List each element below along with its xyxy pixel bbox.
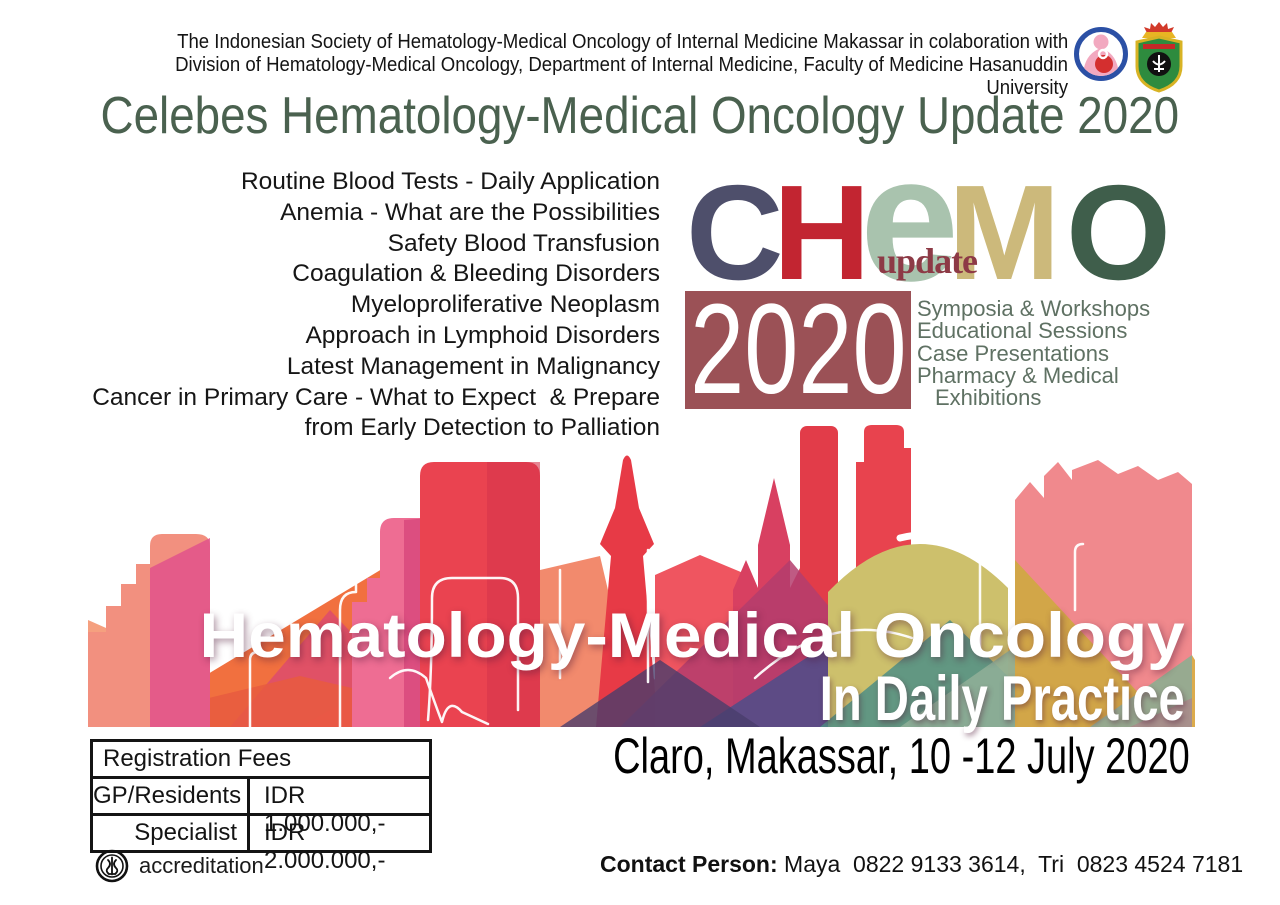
contact-value: Maya 0822 9133 3614, Tri 0823 4524 7181 [784, 851, 1244, 877]
feature-line: Exhibitions [935, 385, 1042, 411]
feature-line: Case Presentations [917, 340, 1109, 366]
banner-title: Hematology-Medical Oncology In Daily Pra… [199, 601, 1185, 734]
accreditation: accreditation [95, 849, 264, 883]
topic-line: Safety Blood Transfusion [387, 229, 660, 257]
topic-line: Latest Management in Malignancy [286, 352, 660, 380]
chemo-letter-e: e [860, 119, 959, 318]
accreditation-label: accreditation [139, 853, 264, 878]
hasanuddin-university-logo [1132, 21, 1186, 98]
year-badge: 2020 [685, 278, 911, 421]
fee-amount: IDR 1.000.000,- [250, 779, 429, 837]
internal-medicine-society-logo [1074, 27, 1128, 86]
topic-line: from Early Detection to Palliation [304, 414, 660, 442]
features-list: Symposia & Workshops Educational Session… [917, 296, 1151, 411]
chemo-letter-h: H [773, 157, 871, 308]
topic-line: Cancer in Primary Care - What to Expect … [92, 383, 660, 411]
skyline-graphic [88, 425, 1216, 728]
contact-label: Contact Person: [600, 851, 778, 877]
chemo-letter-m: M [948, 157, 1061, 308]
registration-fees-table: Registration Fees GP/Residents IDR 1.000… [90, 739, 432, 874]
banner-title-line-2: In Daily Practice [819, 664, 1185, 734]
topic-line: Approach in Lymphoid Disorders [305, 321, 660, 349]
affiliation-line-2: Division of Hematology-Medical Oncology,… [175, 54, 1069, 99]
affiliation-header: The Indonesian Society of Hematology-Med… [68, 31, 1068, 100]
topics-list: Routine Blood Tests - Daily Application … [0, 167, 660, 444]
fee-amount: IDR 2.000.000,- [264, 819, 386, 874]
event-title: Celebes Hematology-Medical Oncology Upda… [100, 87, 1180, 145]
fee-category: Specialist [93, 816, 250, 850]
topic-line: Routine Blood Tests - Daily Application [240, 168, 660, 195]
affiliation-line-1: The Indonesian Society of Hematology-Med… [176, 31, 1068, 53]
idi-logo [95, 849, 129, 883]
chemo-letter-c: C [686, 157, 784, 308]
feature-line: Educational Sessions [917, 318, 1128, 344]
feature-line: Pharmacy & Medical [917, 362, 1119, 388]
year-text: 2020 [689, 278, 907, 421]
topic-line: Myeloproliferative Neoplasm [350, 291, 660, 319]
contact-person: Contact Person: Maya 0822 9133 3614, Tri… [600, 851, 1243, 878]
chemo-letter-o: O [1066, 157, 1172, 308]
feature-line: Symposia & Workshops [917, 296, 1151, 321]
update-label: update [877, 241, 978, 281]
fee-category: GP/Residents [93, 779, 250, 816]
topic-line: Anemia - What are the Possibilities [280, 198, 660, 226]
fees-header: Registration Fees [93, 742, 429, 779]
venue-date: Claro, Makassar, 10 -12 July 2020 [613, 728, 1190, 784]
topic-line: Coagulation & Bleeding Disorders [292, 260, 660, 288]
banner-title-line-1: Hematology-Medical Oncology [199, 601, 1185, 671]
